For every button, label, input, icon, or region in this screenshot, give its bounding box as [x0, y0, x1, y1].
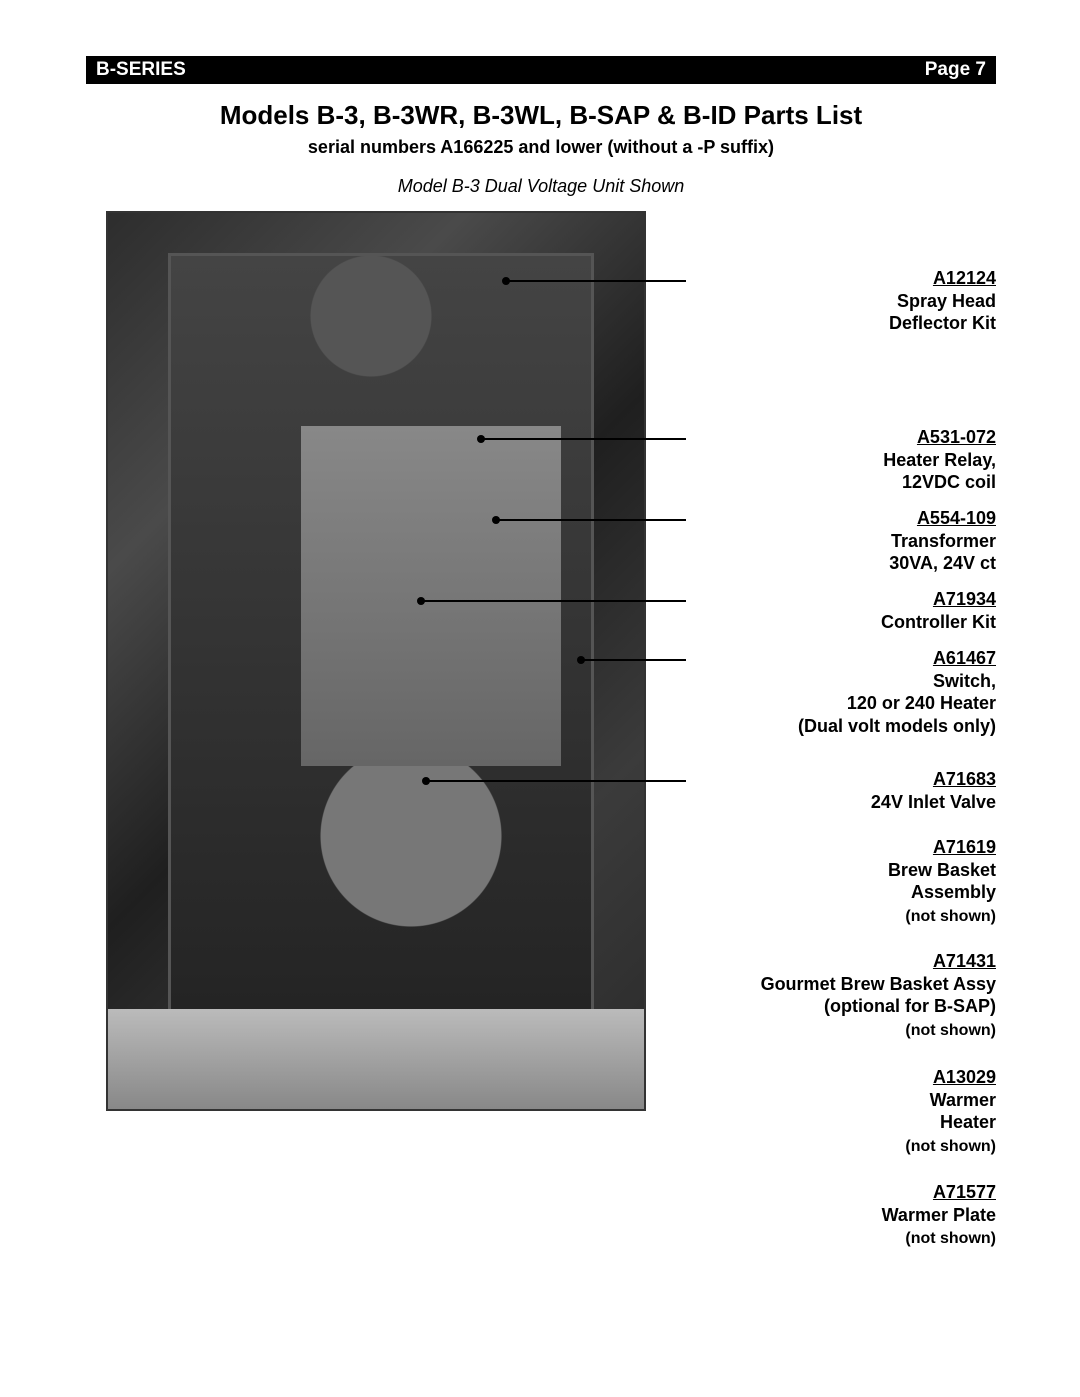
leader-dot	[577, 656, 585, 664]
leader-dot	[502, 277, 510, 285]
callout: A13029 WarmerHeater (not shown)	[686, 1066, 996, 1157]
part-desc-line: Heater Relay,	[883, 450, 996, 470]
callout: A71619 Brew BasketAssembly (not shown)	[686, 836, 996, 927]
part-desc-line: Warmer Plate	[882, 1205, 996, 1225]
figure-caption: Model B-3 Dual Voltage Unit Shown	[86, 176, 996, 197]
callout: A71577 Warmer Plate (not shown)	[686, 1181, 996, 1249]
part-desc-line: Spray Head	[897, 291, 996, 311]
figure-area: A12124 Spray HeadDeflector Kit A531-072 Hea…	[86, 211, 996, 1241]
part-desc-line: (Dual volt models only)	[798, 716, 996, 736]
part-note: (not shown)	[905, 1230, 996, 1247]
part-desc-line: Brew Basket	[888, 860, 996, 880]
part-desc-line: Transformer	[891, 531, 996, 551]
page-title: Models B-3, B-3WR, B-3WL, B-SAP & B-ID P…	[86, 100, 996, 131]
part-desc-line: (optional for B-SAP)	[824, 996, 996, 1016]
callout: A554-109 Transformer30VA, 24V ct	[686, 507, 996, 575]
part-desc-line: 30VA, 24V ct	[889, 553, 996, 573]
part-number: A71619	[933, 837, 996, 857]
part-desc-line: Deflector Kit	[889, 313, 996, 333]
part-desc-line: Controller Kit	[881, 612, 996, 632]
header-bar: B-SERIES Page 7	[86, 56, 996, 84]
part-number: A61467	[933, 648, 996, 668]
part-number: A554-109	[917, 508, 996, 528]
part-desc-line: Warmer	[930, 1090, 996, 1110]
part-desc-line: 24V Inlet Valve	[871, 792, 996, 812]
part-desc-line: Heater	[940, 1112, 996, 1132]
part-number: A531-072	[917, 427, 996, 447]
part-number: A13029	[933, 1067, 996, 1087]
part-desc-line: Assembly	[911, 882, 996, 902]
part-number: A12124	[933, 268, 996, 288]
unit-photo	[106, 211, 646, 1111]
series-label: B-SERIES	[96, 59, 186, 81]
callout: A71683 24V Inlet Valve	[686, 768, 996, 813]
part-desc-line: Gourmet Brew Basket Assy	[761, 974, 996, 994]
callout: A61467 Switch,120 or 240 Heater (Dual volt…	[686, 647, 996, 737]
page-subtitle: serial numbers A166225 and lower (withou…	[86, 137, 996, 158]
leader-dot	[422, 777, 430, 785]
part-note: (not shown)	[905, 1138, 996, 1155]
callout: A12124 Spray HeadDeflector Kit	[686, 267, 996, 335]
part-number: A71431	[933, 951, 996, 971]
part-desc-line: Switch,	[933, 671, 996, 691]
callout: A71934 Controller Kit	[686, 588, 996, 633]
callout: A531-072 Heater Relay,12VDC coil	[686, 426, 996, 494]
leader-dot	[417, 597, 425, 605]
page-number: Page 7	[925, 59, 986, 81]
part-note: (not shown)	[905, 1022, 996, 1039]
leader-dot	[492, 516, 500, 524]
part-desc-line: 120 or 240 Heater	[847, 693, 996, 713]
part-number: A71683	[933, 769, 996, 789]
leader-dot	[477, 435, 485, 443]
callout: A71431 Gourmet Brew Basket Assy(optional …	[686, 950, 996, 1041]
part-number: A71934	[933, 589, 996, 609]
page-container: B-SERIES Page 7 Models B-3, B-3WR, B-3WL…	[86, 56, 996, 1241]
part-desc-line: 12VDC coil	[902, 472, 996, 492]
part-note: (not shown)	[905, 908, 996, 925]
part-number: A71577	[933, 1182, 996, 1202]
